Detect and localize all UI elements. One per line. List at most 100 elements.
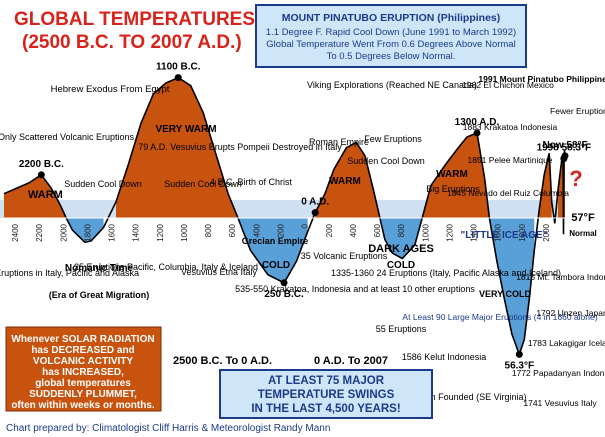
data-point [311,209,319,217]
annotation-sudden-cool-down-2: Sudden Cool Down [347,156,425,166]
x-tick-label: 800 [204,223,213,237]
data-point [515,350,523,358]
solar-line-1: Whenever SOLAR RADIATION [11,334,154,345]
data-point [473,129,481,137]
x-tick-label: 200 [277,223,286,237]
x-tick-label: 2000 [59,223,68,241]
annotation-el-chichon: 1982 El Chichon Mexico [462,80,554,90]
credit-line: Chart prepared by: Climatologist Cliff H… [6,423,330,434]
region-little-ice-age: "LITTLE ICE AGE" [461,230,548,241]
swing-line-1: AT LEAST 75 MAJOR [268,375,385,387]
annotation-10-eruptions: At Least 10 Eruptions in Italy, Pacific … [0,268,139,278]
solar-line-4: has INCREASED, [42,367,124,378]
annotation-lakagigar: 1783 Lakagigar Iceland [528,338,605,348]
annotation-pinatubo: 1991 Mount Pinatubo Philippines [478,74,605,84]
info-box-title: MOUNT PINATUBO ERUPTION (Philippines) [282,12,501,24]
data-point-label: 1998 58.3°F [537,143,592,154]
annotation-viking: Viking Explorations (Reached NE Canada) [307,80,477,90]
annotation-sudden-cool-down-1: Sudden Cool Down [64,179,142,189]
x-tick-label: 1800 [83,223,92,241]
annotation-vesuvius-etna: Vesuvius Etna Italy [181,267,258,277]
x-tick-label: 800 [397,223,406,237]
x-tick-label: 200 [325,223,334,237]
annotation-kelut: 1586 Kelut Indonesia [402,352,487,362]
annotation-35-eruptions: 35 Volcanic Eruptions [301,251,388,261]
chart-title-line-1: GLOBAL TEMPERATURES [14,9,255,30]
swing-line-3: IN THE LAST 4,500 YEARS! [251,403,400,415]
region-warm-2: WARM [329,176,361,187]
solar-line-7: often within weeks or months. [11,400,155,411]
range-label-ad: 0 A.D. To 2007 [314,355,388,367]
x-tick-label: 1600 [494,223,503,241]
region-big-eruptions: Big Eruptions [426,184,480,194]
x-tick-label: 0 [301,223,310,228]
solar-box [5,326,162,412]
annotation-question-mark: ? [569,166,582,191]
x-tick-label: 1400 [470,223,479,241]
data-point [174,74,182,82]
data-point [280,279,288,287]
normal-label: Normal [569,229,597,238]
x-tick-label: 600 [228,223,237,237]
temperature-line [3,76,566,357]
x-tick-label: 400 [349,223,358,237]
data-point-label: Now 58°F [542,140,587,151]
annotation-fewer-eruptions: Fewer Eruptions [550,106,605,116]
region-very-cold: VERY COLD [479,289,532,299]
x-tick-label: 1200 [156,223,165,241]
annotation-nevado: 1845 Nevado del Ruiz Columbia [447,188,569,198]
region-warm-3: WARM [436,169,468,180]
annotation-scattered-eruptions: Only Scattered Volcanic Eruptions [0,132,135,142]
solar-line-5: global temperatures [35,378,131,389]
annotation-unzen: 1792 Unzen Japan [536,308,605,318]
region-cold-2: COLD [387,260,415,271]
x-tick-label: 1200 [445,223,454,241]
solar-line-2: has DECREASED and [31,345,134,356]
annotation-roman-empire: Roman Empire [309,137,369,147]
annotation-90-eruptions: At Least 90 Large Major Eruptions (4 in … [402,312,597,322]
annotation-great-migration: (Era of Great Migration) [49,290,150,300]
x-tick-label: 2200 [35,223,44,241]
data-point-label: 56.3°F [505,360,535,371]
swing-box [219,369,433,419]
region-grecian-empire: Grecian Empire [242,236,309,246]
info-box-line-2: Global Temperature Went From 0.6 Degrees… [266,39,515,50]
x-axis-ticks: 2400 2200 2000 1800 1600 1400 1200 1000 800 600 40… [11,223,551,241]
solar-line-3: VOLCANIC ACTIVITY [33,356,134,367]
info-box [255,4,527,68]
x-tick-label: 1400 [132,223,141,241]
info-box-line-1: 1.1 Degree F. Rapid Cool Down (June 1991… [266,27,516,38]
warm-area [4,77,565,218]
region-very-warm: VERY WARM [155,124,216,135]
data-point-label: 1300 A.D. [455,117,500,128]
annotation-79ad-vesuvius: 79 A.D. Vesuvius Erupts Pompeii Destroye… [138,142,342,152]
data-points: 2200 B.C. 1100 B.C. 0 A.D. 1300 A.D. 250 B.C… [19,62,591,372]
solar-line-6: SUDDENLY PLUMMET, [29,389,137,400]
annotation-1335-eruptions: 1335-1360 24 Eruptions (Italy, Pacific A… [331,268,561,278]
chart-title-line-2: (2500 B.C. TO 2007 A.D.) [22,32,242,53]
region-sudden-cool-down: Sudden Cool Down [164,179,242,189]
swing-line-2: TEMPERATURE SWINGS [258,389,395,401]
annotation-jamestown: 1607 Jamestown Founded (SE Virginia) [368,392,527,402]
data-point-label: 0 A.D. [301,197,329,208]
region-dark-ages: DARK AGES [368,243,434,255]
annotation-vesuvius-1741: 1741 Vesuvius Italy [523,398,597,408]
region-nomanic-time: Nomanic Time [65,263,134,274]
annotation-few-eruptions: Few Eruptions [364,134,422,144]
cold-area [66,218,564,355]
annotation-krakatoa-535: 535-550 Krakatoa, Indonesia and at least… [235,284,475,294]
annotation-tambora: 1815 Mt. Tambora Indonesia [516,272,605,282]
x-tick-label: 1800 [518,223,527,241]
x-tick-label: 2000 [542,223,551,241]
annotation-papadanyan: 1772 Papadanyan Indonesia [512,368,605,378]
x-tick-label: 2400 [11,223,20,241]
x-tick-label: 400 [252,223,261,237]
annotation-birth-of-christ: 4 B.C. Birth of Christ [210,177,293,187]
info-box-line-3: To 0.5 Degrees Below Normal. [327,51,456,62]
data-point-label: 2200 B.C. [19,159,64,170]
range-label-bc: 2500 B.C. To 0 A.D. [173,355,272,367]
annotation-25-eruptions: 25 Eruptions Pacific, Columbia, Italy & … [74,262,258,272]
x-tick-label: 1000 [180,223,189,241]
region-warm-1: WARM [28,189,63,201]
